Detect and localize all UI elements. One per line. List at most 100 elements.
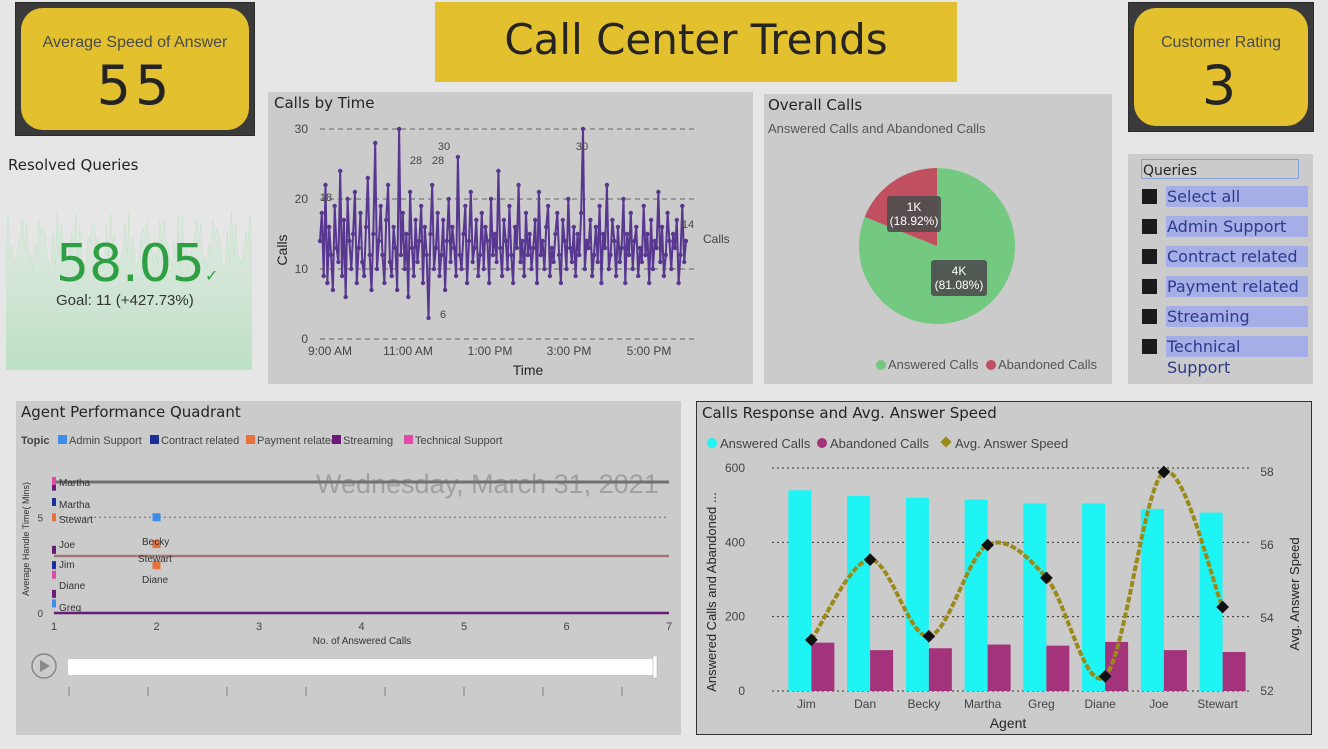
legend-label[interactable]: Payment related	[257, 435, 337, 447]
data-point[interactable]	[389, 273, 394, 279]
query-option-label[interactable]: Payment related	[1166, 276, 1308, 297]
data-point[interactable]	[582, 266, 587, 272]
legend-label[interactable]: Avg. Answer Speed	[955, 436, 1068, 451]
data-point[interactable]	[327, 224, 332, 230]
data-point[interactable]	[385, 182, 391, 188]
data-point[interactable]	[610, 217, 615, 223]
data-point[interactable]	[485, 238, 490, 244]
data-point[interactable]	[602, 245, 608, 251]
data-point[interactable]	[520, 238, 525, 244]
data-point[interactable]	[430, 182, 435, 188]
data-point[interactable]	[545, 203, 551, 209]
data-point[interactable]	[584, 238, 589, 244]
data-point[interactable]	[378, 203, 383, 209]
data-point[interactable]	[507, 203, 512, 209]
data-point[interactable]	[402, 266, 407, 272]
data-point[interactable]	[661, 273, 667, 279]
data-point[interactable]	[595, 259, 600, 265]
checkbox[interactable]	[1142, 249, 1157, 264]
data-point[interactable]	[632, 238, 637, 244]
data-point[interactable]	[527, 231, 532, 237]
bar-abandoned[interactable]	[1105, 641, 1129, 691]
bar-answered[interactable]	[1082, 503, 1106, 691]
data-point[interactable]	[354, 280, 359, 286]
scatter-point[interactable]	[152, 540, 161, 549]
data-point[interactable]	[654, 245, 659, 251]
data-point[interactable]	[345, 196, 350, 202]
data-point[interactable]	[604, 182, 610, 188]
data-point[interactable]	[647, 280, 652, 286]
data-point[interactable]	[468, 189, 473, 195]
data-point[interactable]	[474, 217, 479, 223]
data-point[interactable]	[450, 224, 455, 230]
bar-answered[interactable]	[847, 495, 871, 691]
data-point[interactable]	[656, 189, 661, 195]
data-point[interactable]	[431, 266, 437, 272]
data-point[interactable]	[525, 252, 530, 258]
data-point[interactable]	[547, 273, 553, 279]
data-point[interactable]	[676, 280, 681, 286]
data-point[interactable]	[441, 217, 446, 223]
data-point[interactable]	[464, 280, 470, 286]
data-point[interactable]	[343, 294, 348, 300]
data-point[interactable]	[369, 287, 374, 293]
data-point[interactable]	[549, 245, 554, 251]
data-point[interactable]	[540, 238, 545, 244]
data-point[interactable]	[569, 259, 575, 265]
bar-abandoned[interactable]	[870, 650, 894, 691]
data-point[interactable]	[533, 217, 538, 223]
data-point[interactable]	[420, 280, 426, 286]
data-point[interactable]	[371, 231, 376, 237]
checkbox[interactable]	[1142, 309, 1157, 324]
data-point[interactable]	[648, 217, 654, 223]
data-point[interactable]	[670, 231, 676, 237]
data-point[interactable]	[459, 266, 464, 272]
query-option-label[interactable]: Technical Support	[1166, 336, 1308, 377]
data-point[interactable]	[643, 252, 648, 258]
query-option-admin-support[interactable]: Admin Support	[1142, 216, 1308, 237]
data-point[interactable]	[636, 273, 641, 279]
data-point[interactable]	[477, 252, 483, 258]
data-point[interactable]	[615, 224, 621, 230]
data-point[interactable]	[317, 238, 323, 244]
data-point[interactable]	[510, 280, 516, 286]
data-point[interactable]	[332, 203, 337, 209]
data-point[interactable]	[398, 252, 404, 258]
data-point[interactable]	[380, 252, 385, 258]
checkbox[interactable]	[1142, 219, 1157, 234]
data-point[interactable]	[523, 210, 529, 216]
data-point[interactable]	[512, 224, 518, 230]
data-point[interactable]	[562, 238, 567, 244]
data-point[interactable]	[634, 224, 639, 230]
legend-label[interactable]: Admin Support	[69, 435, 142, 447]
data-point[interactable]	[613, 273, 619, 279]
data-point[interactable]	[608, 252, 613, 258]
play-axis-handle[interactable]	[652, 655, 658, 679]
data-point[interactable]	[400, 210, 405, 216]
data-point[interactable]	[341, 217, 347, 223]
scatter-point[interactable]	[52, 497, 56, 506]
data-point[interactable]	[448, 259, 453, 265]
data-point[interactable]	[499, 273, 505, 279]
data-point[interactable]	[667, 238, 672, 244]
data-point[interactable]	[395, 287, 400, 293]
data-point[interactable]	[424, 252, 429, 258]
bar-answered[interactable]	[964, 499, 988, 691]
data-point[interactable]	[623, 280, 628, 286]
data-point[interactable]	[417, 238, 422, 244]
data-point[interactable]	[556, 252, 562, 258]
legend-label[interactable]: Answered Calls	[720, 436, 811, 451]
data-point[interactable]	[590, 273, 595, 279]
data-point[interactable]	[665, 210, 670, 216]
data-point[interactable]	[487, 280, 492, 286]
bar-abandoned[interactable]	[1222, 651, 1246, 691]
data-point[interactable]	[330, 287, 336, 293]
data-point[interactable]	[382, 280, 387, 286]
data-point[interactable]	[339, 273, 345, 279]
data-point[interactable]	[365, 175, 370, 181]
scatter-point[interactable]	[52, 589, 56, 598]
data-point[interactable]	[411, 273, 416, 279]
data-point[interactable]	[628, 210, 633, 216]
data-point[interactable]	[463, 203, 468, 209]
data-point[interactable]	[361, 273, 367, 279]
